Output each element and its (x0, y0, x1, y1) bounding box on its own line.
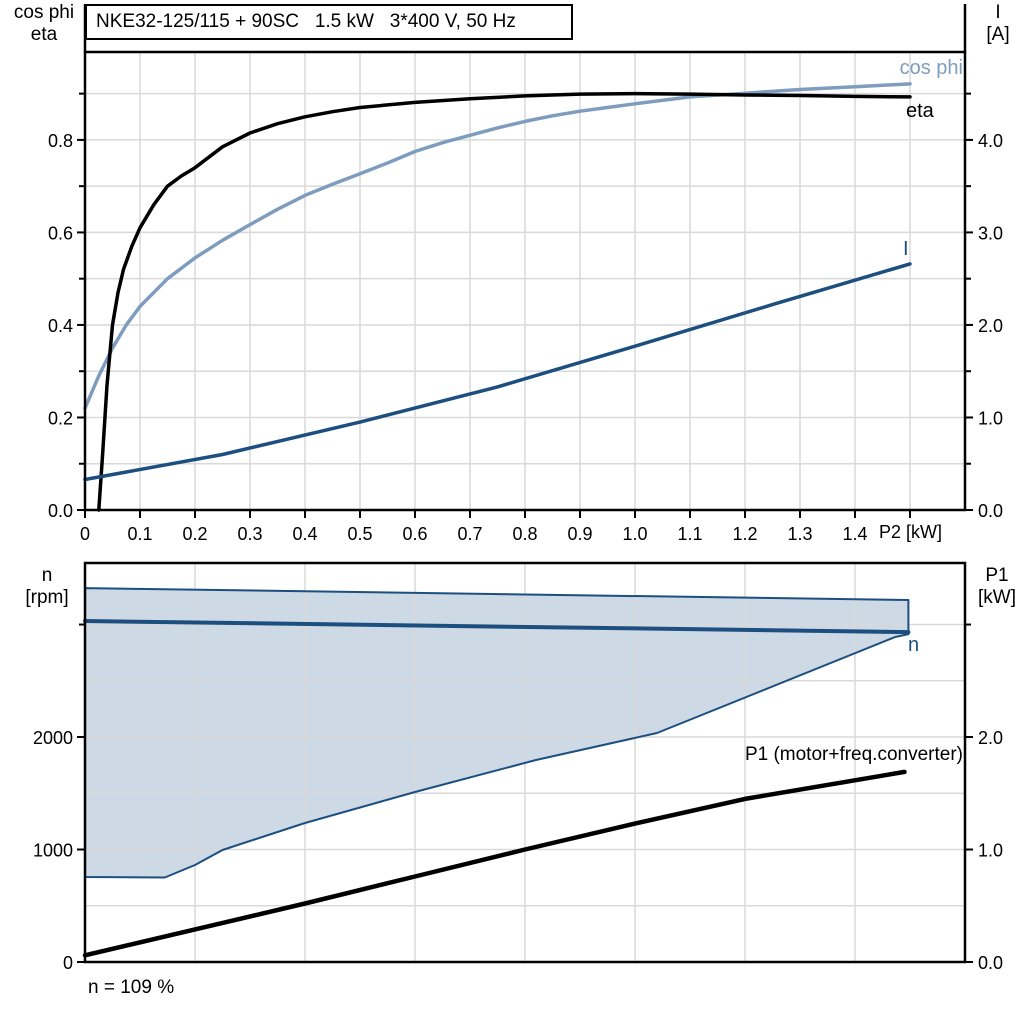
plot-border (83, 561, 967, 964)
speed-range-region-fill (85, 588, 909, 878)
tick-label-bottom: 0.9 (567, 524, 592, 544)
tick-label-left: 0.4 (48, 316, 73, 336)
right-axis-title-bottom-chart: P1 [kW] (970, 565, 1024, 609)
tick-label-bottom: 0.2 (182, 524, 207, 544)
tick-label-bottom: 0.1 (127, 524, 152, 544)
tick-label-bottom: 1.3 (787, 524, 812, 544)
speed-range-region-outline (84, 587, 910, 879)
tick-label-bottom: 0.4 (292, 524, 317, 544)
right-axis-title-line2: [A] (986, 24, 1010, 45)
right-axis-title-line1: I (995, 2, 1001, 23)
tick-label-right: 1.0 (978, 841, 1003, 861)
tick-label-left: 0.8 (48, 131, 73, 151)
right-axis-title-line1: P1 (985, 565, 1009, 586)
tick-label-bottom: 0.7 (457, 524, 482, 544)
chart-title-box: NKE32-125/115 + 90SC 1.5 kW 3*400 V, 50 … (85, 4, 573, 40)
curve-label-cos-phi: cos phi (899, 57, 963, 79)
curve-label-speed: n (908, 634, 920, 656)
series-i (83, 262, 912, 482)
tick-label-left: 0 (63, 953, 73, 973)
tick-label-left: 0.2 (48, 408, 73, 428)
series-n (83, 619, 911, 635)
tick-label-right: 1.0 (978, 408, 1003, 428)
tick-label-bottom: 0 (80, 524, 90, 544)
right-axis-title-line2: [kW] (978, 587, 1016, 608)
speed-percent-footnote: n = 109 % (88, 977, 175, 998)
series-cos-phi (83, 82, 912, 410)
left-axis-title-top-chart: cos phi eta (4, 2, 84, 46)
tick-label-left: 1000 (33, 841, 73, 861)
series-p1-motor-freq-converter- (82, 769, 907, 958)
curve-label-current: I (903, 238, 909, 260)
tick-label-right: 3.0 (978, 223, 1003, 243)
tick-label-bottom: 0.3 (237, 524, 262, 544)
tick-label-right: 2.0 (978, 728, 1003, 748)
x-axis-unit-label: P2 [kW] (879, 522, 943, 542)
tick-label-bottom: 1.0 (622, 524, 647, 544)
tick-label-right: 0.0 (978, 953, 1003, 973)
left-axis-title-line1: cos phi (13, 2, 75, 23)
curve-label-eta: eta (906, 100, 934, 122)
left-axis-title-bottom-chart: n [rpm] (8, 565, 86, 609)
left-axis-title-line1: n (41, 565, 53, 586)
series-eta (97, 91, 912, 512)
tick-label-right: 0.0 (978, 501, 1003, 521)
tick-label-bottom: 1.4 (842, 524, 867, 544)
curve-label-p1: P1 (motor+freq.converter) (744, 744, 963, 765)
tick-label-left: 0.6 (48, 223, 73, 243)
tick-label-left: 0.0 (48, 501, 73, 521)
tick-label-right: 2.0 (978, 316, 1003, 336)
tick-label-bottom: 0.6 (402, 524, 427, 544)
tick-label-right: 4.0 (978, 131, 1003, 151)
left-axis-title-line2: [rpm] (25, 587, 69, 608)
tick-label-bottom: 1.2 (732, 524, 757, 544)
right-axis-title-top-chart: I [A] (974, 2, 1022, 46)
tick-label-bottom: 0.8 (512, 524, 537, 544)
tick-label-bottom: 1.1 (677, 524, 702, 544)
tick-label-bottom: 0.5 (347, 524, 372, 544)
tick-label-left: 2000 (33, 728, 73, 748)
left-axis-title-line2: eta (30, 24, 58, 45)
